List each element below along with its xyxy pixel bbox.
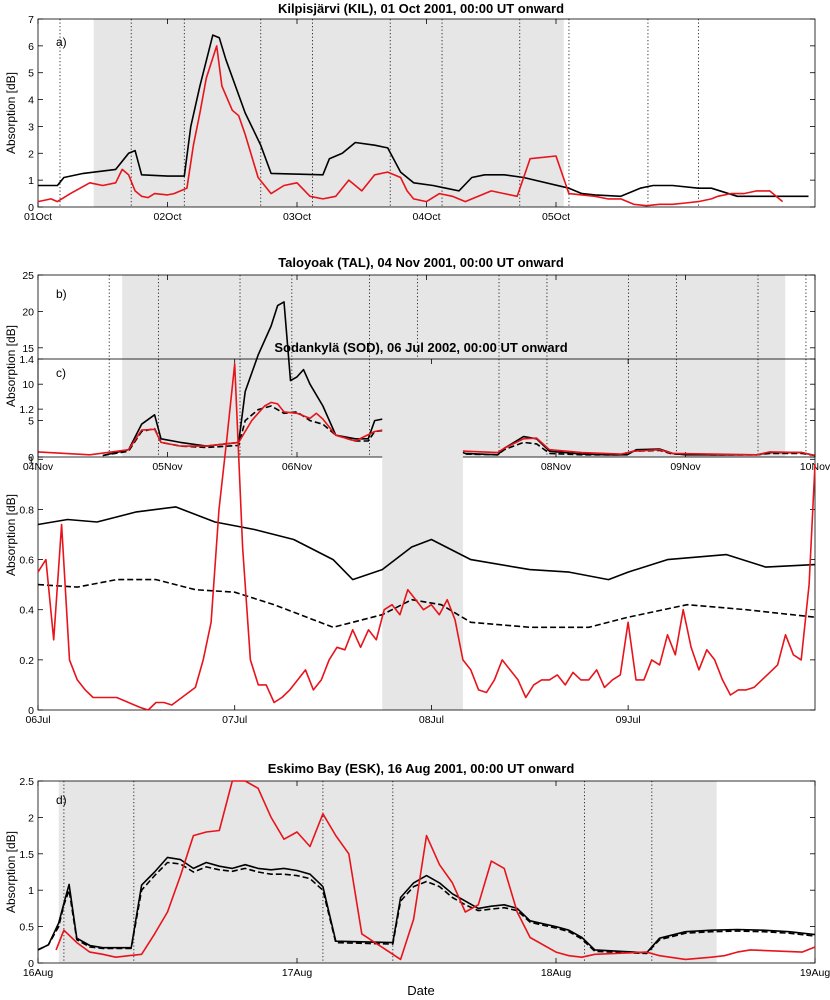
series-line-black	[38, 34, 809, 198]
x-tick-label: 05Nov	[152, 461, 183, 473]
x-tick-label: 06Jul	[25, 714, 50, 726]
y-tick-label: 0	[28, 202, 34, 214]
y-tick-label: 25	[22, 270, 34, 282]
y-tick-label: 1	[28, 885, 34, 897]
x-tick-label: 18Aug	[541, 967, 572, 979]
x-tick-label: 07Jul	[222, 714, 247, 726]
chart-title: Kilpisjärvi (KIL), 01 Oct 2001, 00:00 UT…	[278, 1, 564, 16]
y-tick-label: 4	[28, 95, 34, 107]
y-tick-label: 6	[28, 41, 34, 53]
x-tick-label: 04Oct	[412, 211, 440, 223]
y-tick-label: 10	[22, 379, 34, 391]
axes-box	[37, 780, 816, 964]
panel-label: d)	[56, 793, 67, 807]
y-tick-label: 1	[28, 175, 34, 187]
panel-label: c)	[56, 366, 66, 380]
x-tick-label: 06Nov	[282, 461, 313, 473]
y-axis-label: Absorption [dB]	[4, 72, 18, 154]
x-tick-label: 09Nov	[670, 461, 701, 473]
y-tick-label: 2.5	[19, 776, 34, 788]
y-tick-label: 2	[28, 148, 34, 160]
y-tick-label: 0	[28, 452, 34, 464]
y-tick-label: 1.4	[19, 354, 34, 366]
series-line-red	[55, 780, 816, 961]
y-tick-label: 0	[28, 958, 34, 970]
x-axis-label: Date	[407, 983, 434, 998]
y-tick-label: 5	[28, 416, 34, 428]
x-tick-label: 05Oct	[542, 211, 570, 223]
y-axis-label: Absorption [dB]	[4, 494, 18, 576]
series-line-black	[37, 506, 816, 581]
x-tick-label: 19Aug	[800, 967, 830, 979]
x-tick-label: 03Oct	[283, 211, 311, 223]
y-axis-label: Absorption [dB]	[4, 325, 18, 407]
y-tick-label: 0.2	[19, 655, 34, 667]
shaded-region	[382, 359, 463, 710]
series-line-black-dashed	[102, 405, 816, 457]
y-tick-label: 0.8	[19, 504, 34, 516]
panel-label: b)	[56, 287, 67, 301]
panel-c: Sodankylä (SOD), 06 Jul 2002, 00:00 UT o…	[4, 340, 816, 726]
y-tick-label: 1	[28, 454, 34, 466]
y-tick-label: 15	[22, 343, 34, 355]
x-tick-label: 08Jul	[419, 714, 444, 726]
x-tick-label: 01Oct	[24, 211, 52, 223]
y-tick-label: 3	[28, 121, 34, 133]
chart-title: Sodankylä (SOD), 06 Jul 2002, 00:00 UT o…	[274, 340, 567, 355]
x-tick-label: 09Jul	[616, 714, 641, 726]
series-line-black-dashed	[37, 861, 816, 955]
y-tick-label: 1.5	[19, 849, 34, 861]
shaded-region	[93, 19, 564, 207]
x-tick-label: 08Nov	[541, 461, 572, 473]
series-line-red	[37, 45, 784, 207]
chart-title: Taloyoak (TAL), 04 Nov 2001, 00:00 UT on…	[278, 255, 564, 270]
y-tick-label: 1.2	[19, 404, 34, 416]
y-tick-label: 0.6	[19, 555, 34, 567]
y-tick-label: 7	[28, 14, 34, 26]
y-tick-label: 0.5	[19, 922, 34, 934]
panel-d: Eskimo Bay (ESK), 16 Aug 2001, 00:00 UT …	[4, 761, 830, 979]
series-line-black-dashed	[37, 578, 816, 629]
shaded-region	[58, 781, 717, 963]
x-tick-label: 17Aug	[282, 967, 313, 979]
y-tick-label: 2	[28, 812, 34, 824]
x-tick-label: 16Aug	[23, 967, 54, 979]
x-tick-label: 02Oct	[153, 211, 181, 223]
panel-a: Kilpisjärvi (KIL), 01 Oct 2001, 00:00 UT…	[4, 1, 816, 223]
y-tick-label: 0.4	[19, 605, 34, 617]
panel-label: a)	[56, 35, 67, 49]
y-axis-label: Absorption [dB]	[4, 831, 18, 913]
y-tick-label: 0	[28, 705, 34, 717]
y-tick-label: 5	[28, 68, 34, 80]
axes-box	[37, 358, 816, 711]
series-line-red	[37, 363, 816, 711]
chart-title: Eskimo Bay (ESK), 16 Aug 2001, 00:00 UT …	[268, 761, 575, 776]
y-tick-label: 20	[22, 306, 34, 318]
series-line-red	[37, 401, 816, 457]
